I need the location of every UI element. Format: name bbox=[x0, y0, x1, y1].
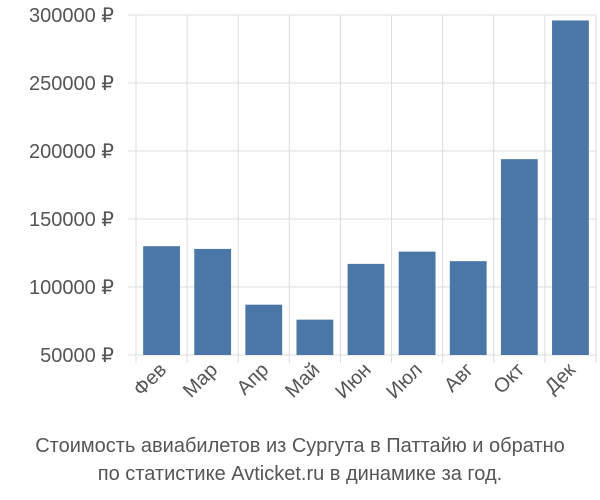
x-tick-label: Авг bbox=[440, 359, 478, 397]
y-tick-label: 250000 ₽ bbox=[29, 73, 114, 95]
y-tick-label: 50000 ₽ bbox=[40, 345, 114, 367]
chart-caption-line-1: Стоимость авиабилетов из Сургута в Патта… bbox=[35, 435, 565, 457]
x-tick-label: Дек bbox=[541, 359, 580, 398]
grid bbox=[128, 14, 597, 363]
bar-7 bbox=[449, 261, 487, 355]
x-tick-label: Апр bbox=[233, 359, 274, 400]
y-tick-label: 300000 ₽ bbox=[29, 5, 114, 27]
x-tick-label: Фев bbox=[129, 359, 171, 401]
bar-8 bbox=[500, 159, 538, 355]
y-tick-label: 200000 ₽ bbox=[29, 141, 114, 163]
x-tick-label: Июн bbox=[331, 359, 375, 403]
y-tick-label: 150000 ₽ bbox=[29, 209, 114, 231]
x-tick-label: Окт bbox=[489, 359, 528, 398]
bars bbox=[143, 20, 589, 355]
chart-caption-line-2: по статистике Avticket.ru в динамике за … bbox=[97, 463, 503, 485]
bar-2 bbox=[194, 248, 232, 355]
x-tick-label: Июл bbox=[382, 359, 426, 403]
bar-5 bbox=[347, 263, 385, 355]
bar-6 bbox=[398, 251, 436, 355]
bar-chart-svg: 50000 ₽ 100000 ₽ 150000 ₽ 200000 ₽ 250000 ₽ 3… bbox=[29, 5, 597, 403]
bar-1 bbox=[143, 246, 180, 355]
y-tick-label: 100000 ₽ bbox=[29, 277, 114, 299]
bar-9 bbox=[552, 20, 589, 355]
x-tick-label: Май bbox=[281, 359, 324, 402]
bar-4 bbox=[296, 319, 334, 355]
x-tick-label: Мар bbox=[179, 359, 222, 402]
bar-3 bbox=[245, 304, 283, 355]
